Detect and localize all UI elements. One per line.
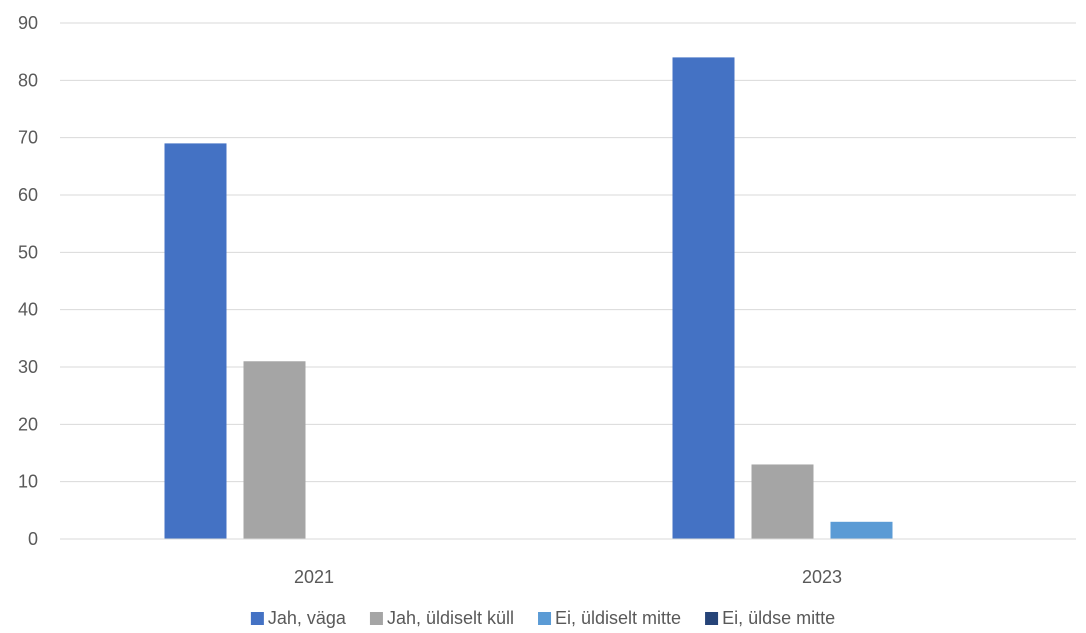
- legend-label: Jah, üldiselt küll: [387, 608, 514, 628]
- x-tick-label: 2021: [294, 567, 334, 587]
- y-axis-tick-labels: 0 10 20 30 40 50 60 70 80 90: [18, 13, 38, 549]
- legend-item: Ei, üldiselt mitte: [538, 608, 681, 628]
- y-tick-label: 20: [18, 414, 38, 434]
- bar-2021-series-1: [243, 361, 306, 539]
- y-tick-label: 10: [18, 472, 38, 492]
- legend-label: Ei, üldiselt mitte: [555, 608, 681, 628]
- bar-2023-series-2: [830, 521, 893, 539]
- y-tick-label: 30: [18, 357, 38, 377]
- y-tick-label: 70: [18, 128, 38, 148]
- y-tick-label: 90: [18, 13, 38, 33]
- bars: [164, 57, 893, 540]
- bar-2023-series-0: [672, 57, 735, 540]
- legend-item: Ei, üldse mitte: [705, 608, 835, 628]
- legend-swatch: [250, 612, 264, 625]
- gridlines: [60, 22, 1076, 483]
- y-tick-label: 80: [18, 70, 38, 90]
- x-axis-tick-labels: 2021 2023: [294, 567, 842, 587]
- legend-swatch: [705, 612, 719, 625]
- legend-item: Jah, üldiselt küll: [369, 608, 514, 628]
- x-tick-label: 2023: [802, 567, 842, 587]
- legend-item: Jah, väga: [250, 608, 347, 628]
- legend-swatch: [369, 612, 383, 625]
- legend: Jah, väga Jah, üldiselt küll Ei, üldiselt …: [250, 608, 835, 628]
- legend-label: Ei, üldse mitte: [722, 608, 835, 628]
- legend-swatch: [538, 612, 552, 625]
- bar-2023-series-1: [751, 464, 814, 539]
- bar-2021-series-0: [164, 143, 227, 539]
- y-tick-label: 40: [18, 300, 38, 320]
- y-tick-label: 50: [18, 242, 38, 262]
- y-tick-label: 0: [28, 529, 38, 549]
- y-tick-label: 60: [18, 185, 38, 205]
- legend-label: Jah, väga: [268, 608, 347, 628]
